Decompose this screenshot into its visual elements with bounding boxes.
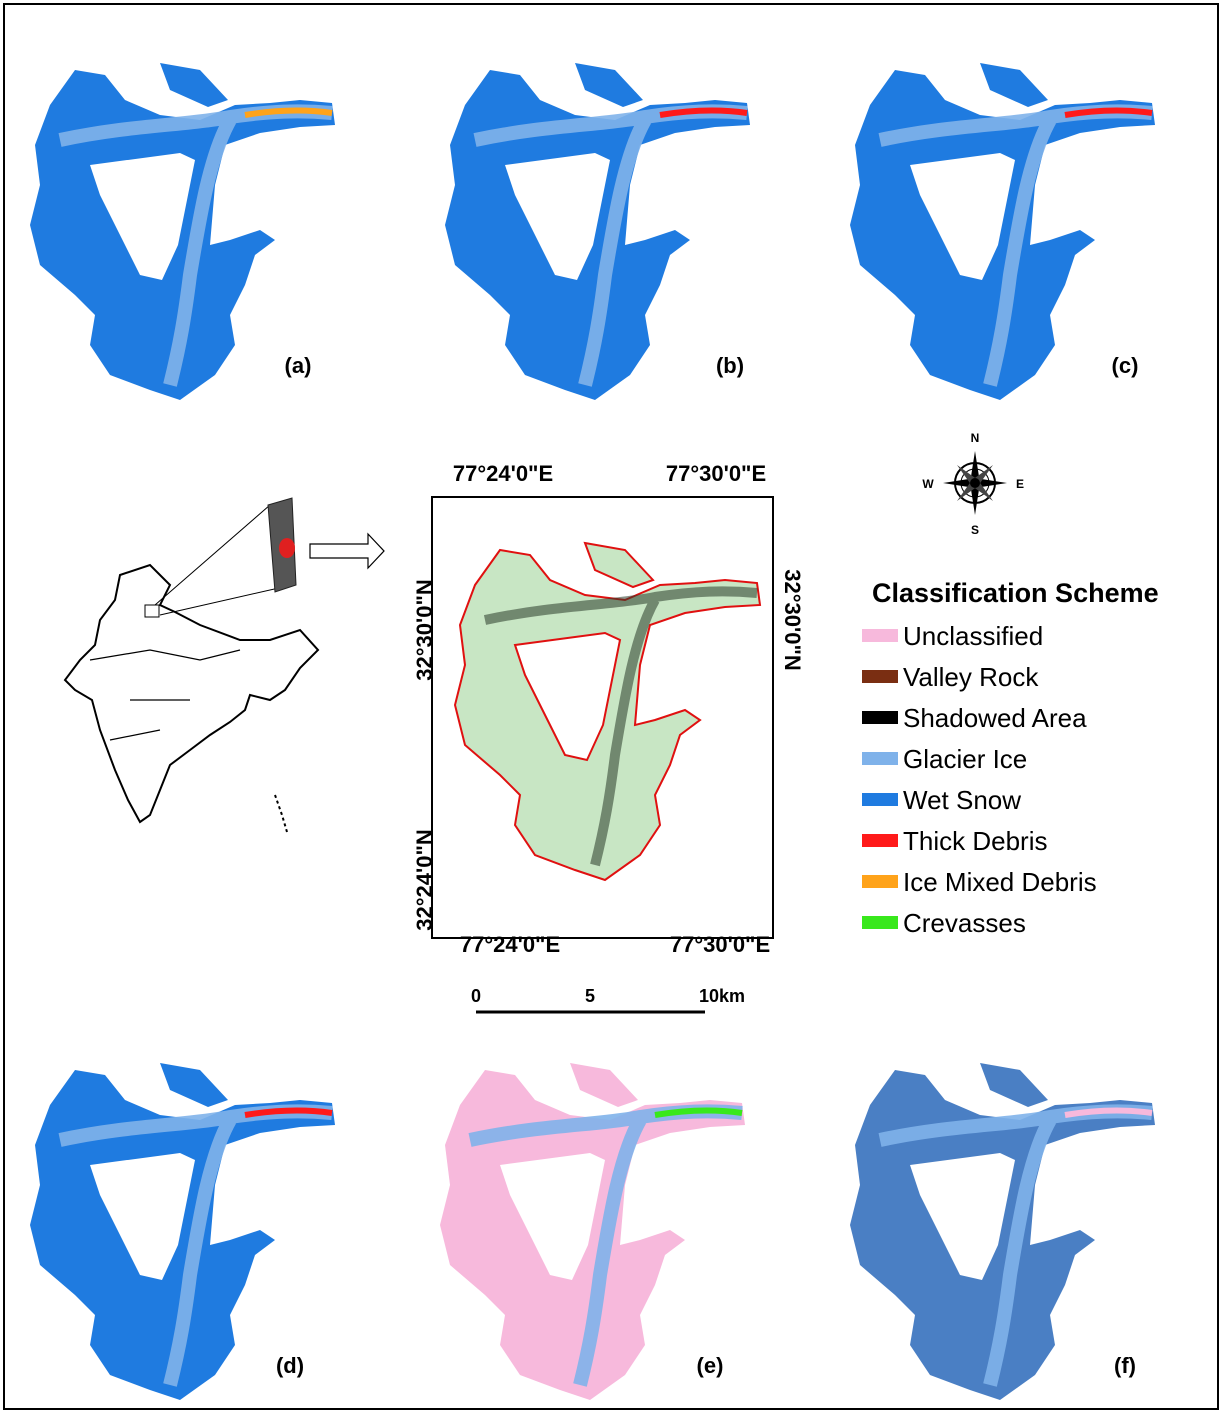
compass-n: N <box>971 431 980 445</box>
compass-w: W <box>922 477 934 491</box>
legend-label: Ice Mixed Debris <box>903 867 1097 897</box>
left-coordinate: 32°30'0"N <box>412 579 437 681</box>
study-area-map <box>432 497 773 938</box>
classified-map <box>445 63 750 400</box>
panel-label: (b) <box>716 353 744 378</box>
legend-swatch <box>862 793 898 806</box>
legend-label: Valley Rock <box>903 662 1039 692</box>
legend-swatch <box>862 875 898 888</box>
classified-map <box>850 63 1155 400</box>
india-locator <box>65 498 384 832</box>
legend-label: Wet Snow <box>903 785 1021 815</box>
bottom-coordinate: 77°30'0"E <box>670 932 770 957</box>
legend-swatch <box>862 670 898 683</box>
panel-label: (f) <box>1114 1353 1136 1378</box>
right-coordinate: 32°30'0"N <box>780 569 805 671</box>
panel-label: (c) <box>1112 353 1139 378</box>
scale-label: 10km <box>699 986 745 1006</box>
legend-swatch <box>862 916 898 929</box>
panel-label: (d) <box>276 1353 304 1378</box>
legend-label: Crevasses <box>903 908 1026 938</box>
compass <box>943 451 1007 515</box>
legend-label: Unclassified <box>903 621 1043 651</box>
bottom-coordinate: 77°24'0"E <box>460 932 560 957</box>
figure: (a) (b) (c) (d) (e) (f) 77°24'0"E 77°30'0"E 7… <box>0 0 1223 1413</box>
legend: Unclassified Valley Rock Shadowed Area Glac… <box>862 621 1097 938</box>
panel-label: (a) <box>285 353 312 378</box>
legend-swatch <box>862 834 898 847</box>
top-coordinate: 77°24'0"E <box>453 461 553 486</box>
legend-label: Glacier Ice <box>903 744 1027 774</box>
classified-map <box>850 1063 1155 1400</box>
scale-label: 0 <box>471 986 481 1006</box>
classified-map <box>30 1063 335 1400</box>
classified-map <box>30 63 335 400</box>
compass-s: S <box>971 523 979 537</box>
legend-label: Thick Debris <box>903 826 1047 856</box>
left-coordinate: 32°24'0"N <box>412 829 437 931</box>
panel-label: (e) <box>697 1353 724 1378</box>
legend-swatch <box>862 711 898 724</box>
legend-title: Classification Scheme <box>872 578 1159 608</box>
top-coordinate: 77°30'0"E <box>666 461 766 486</box>
scale-label: 5 <box>585 986 595 1006</box>
compass-e: E <box>1016 477 1024 491</box>
legend-label: Shadowed Area <box>903 703 1087 733</box>
legend-swatch <box>862 752 898 765</box>
classified-map <box>440 1063 745 1400</box>
legend-swatch <box>862 629 898 642</box>
